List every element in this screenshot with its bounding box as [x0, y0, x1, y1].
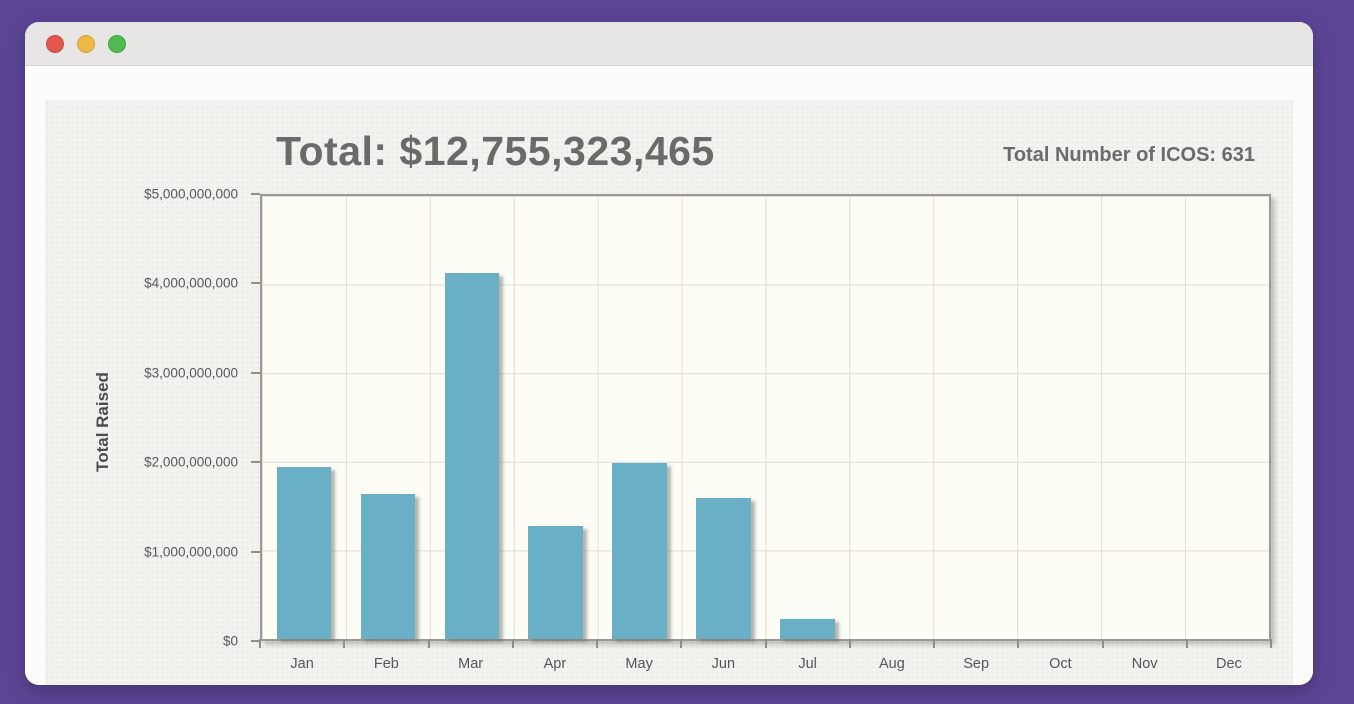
- plot-column-aug: [849, 196, 933, 639]
- plot-column-jan: [262, 196, 346, 639]
- x-tick-label-feb: Feb: [373, 656, 399, 672]
- plot-column-oct: [1017, 196, 1101, 639]
- x-axis-tick: [848, 639, 851, 648]
- minimize-button[interactable]: [77, 34, 95, 53]
- bar-mar[interactable]: [444, 273, 500, 639]
- x-tick-label-dec: Dec: [1215, 656, 1242, 672]
- chart-panel: Total: $12,755,323,465 Total Number of I…: [45, 100, 1293, 685]
- window-content: Total: $12,755,323,465 Total Number of I…: [25, 67, 1313, 685]
- bar-feb[interactable]: [360, 493, 416, 639]
- y-tick-label: $4,000,000,000: [144, 275, 238, 291]
- y-axis-tick: [251, 193, 260, 195]
- x-tick-label-apr: Apr: [543, 656, 567, 672]
- zoom-button[interactable]: [108, 34, 126, 53]
- bar-jan[interactable]: [276, 467, 332, 639]
- plot-column-jul: [766, 196, 850, 639]
- x-axis-tick: [1270, 639, 1272, 648]
- x-tick-label-may: May: [625, 656, 653, 672]
- x-axis-tick: [427, 639, 430, 648]
- y-axis-tick: [251, 640, 260, 642]
- bar-may[interactable]: [612, 462, 667, 639]
- window-titlebar: [25, 22, 1313, 66]
- x-axis-tick: [343, 639, 346, 648]
- x-axis-tick: [764, 639, 767, 648]
- plot-column-apr: [514, 196, 598, 639]
- close-button[interactable]: [46, 34, 64, 53]
- x-tick-label-nov: Nov: [1131, 656, 1158, 672]
- x-tick-label-jul: Jul: [798, 656, 817, 672]
- y-tick-label: $5,000,000,000: [144, 186, 238, 202]
- y-axis-tick: [251, 282, 260, 285]
- plot-column-nov: [1101, 196, 1185, 639]
- x-tick-label-oct: Oct: [1049, 656, 1072, 672]
- y-axis-tick: [251, 461, 260, 464]
- bar-jul[interactable]: [780, 618, 835, 639]
- y-tick-label: $3,000,000,000: [144, 365, 238, 381]
- y-axis-labels: $0 $1,000,000,000 $2,000,000,000 $3,000,000…: [45, 187, 260, 649]
- plot-column-feb: [346, 196, 430, 639]
- y-tick-label: $0: [222, 633, 238, 649]
- x-axis-tick: [1101, 639, 1104, 648]
- chart-title: Total: $12,755,323,465: [276, 128, 715, 174]
- x-axis-tick: [680, 639, 683, 648]
- x-tick-label-mar: Mar: [458, 656, 484, 672]
- x-axis-tick: [1017, 639, 1020, 648]
- x-axis-tick: [511, 639, 514, 648]
- plot-column-may: [598, 196, 682, 639]
- bar-jun[interactable]: [696, 498, 751, 639]
- y-tick-label: $2,000,000,000: [144, 454, 238, 470]
- x-axis-labels: Jan Feb Mar Apr May Jun Jul Aug Sep Oct Nov Dec: [260, 656, 1271, 678]
- x-tick-label-jun: Jun: [711, 656, 736, 672]
- plot-column-sep: [933, 196, 1017, 639]
- x-axis-tick: [933, 639, 935, 648]
- plot-column-jun: [682, 196, 766, 639]
- plot-column-dec: [1185, 196, 1269, 639]
- y-tick-label: $1,000,000,000: [144, 544, 238, 560]
- plot-column-mar: [430, 196, 514, 639]
- ico-count-label: Total Number of ICOS: 631: [1003, 144, 1255, 166]
- x-axis-tick: [1185, 639, 1188, 648]
- y-axis-tick: [251, 550, 260, 553]
- x-axis-tick: [259, 639, 261, 648]
- bar-apr[interactable]: [528, 526, 583, 639]
- x-axis-ticks: [259, 639, 1272, 648]
- app-window: Total: $12,755,323,465 Total Number of I…: [25, 22, 1313, 685]
- plot-area: [260, 194, 1271, 641]
- x-tick-label-jan: Jan: [290, 656, 314, 672]
- x-tick-label-sep: Sep: [963, 656, 990, 672]
- x-tick-label-aug: Aug: [878, 656, 905, 672]
- y-axis-tick: [251, 371, 260, 374]
- x-axis-tick: [596, 639, 598, 648]
